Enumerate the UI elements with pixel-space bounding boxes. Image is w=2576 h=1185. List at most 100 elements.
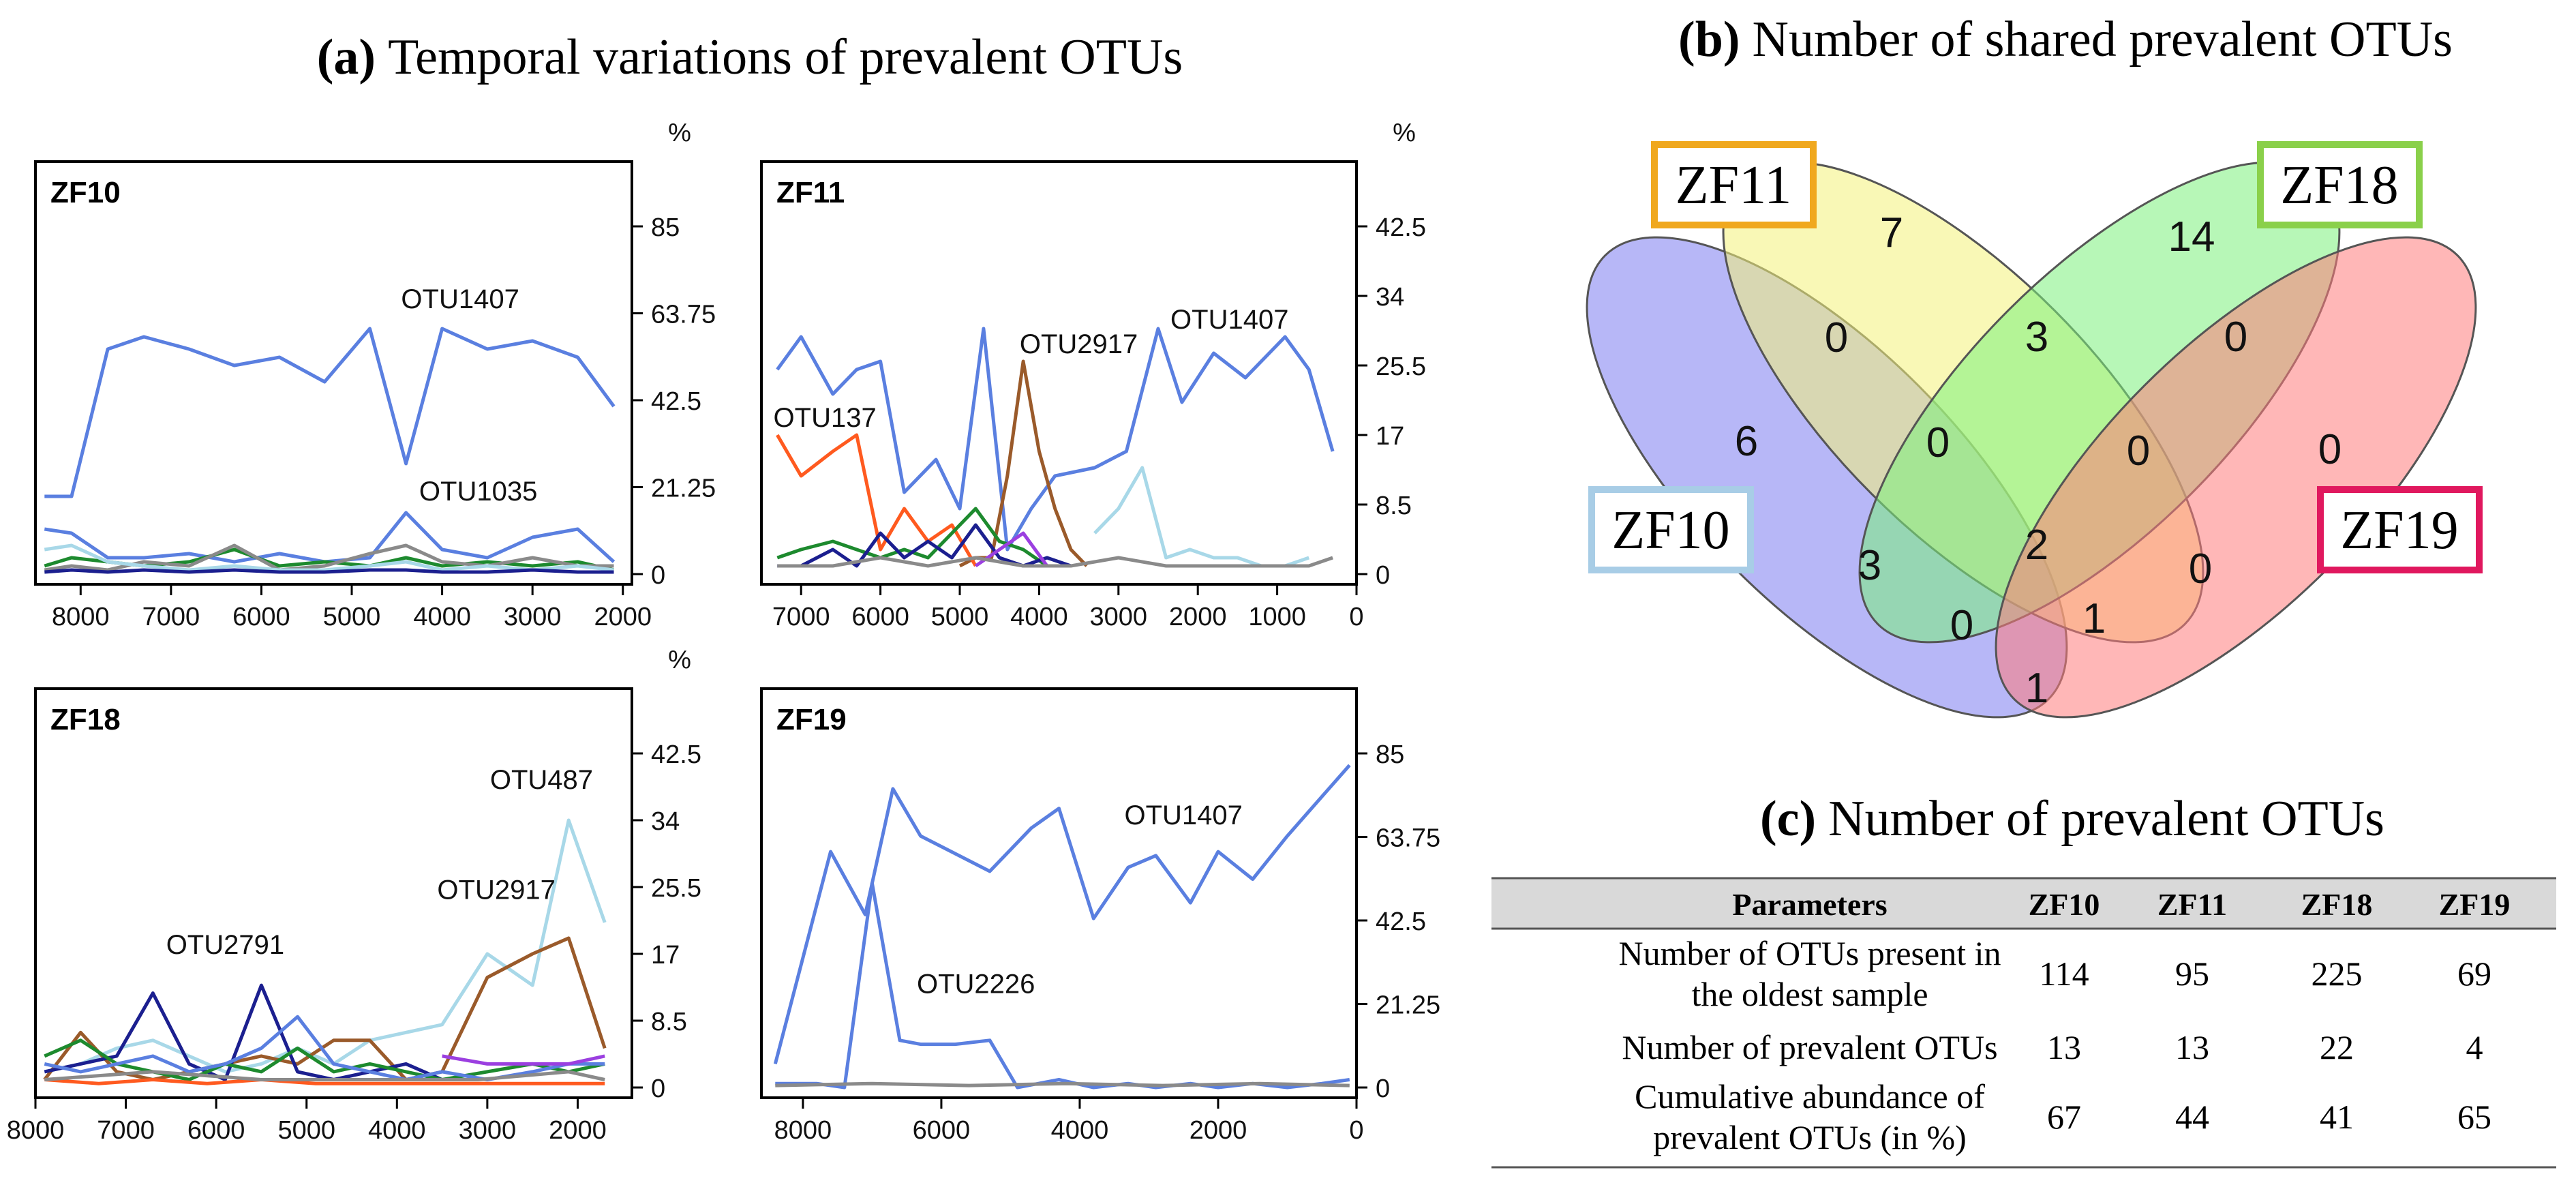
annotation-label: OTU2226: [917, 970, 1035, 1000]
x-tick-label: 6000: [851, 603, 909, 631]
chart-panel-zf11: ZF11 OTU2917 OTU1407 OTU137 0 8.5 17 25.5 34 42.5…: [760, 119, 1426, 631]
title-b: (b) Number of shared prevalent OTUs: [1678, 12, 2453, 68]
panel-title: ZF19: [776, 703, 847, 736]
x-tick-label: 3000: [1090, 603, 1148, 631]
series-line-lightblue: [44, 818, 607, 1074]
venn-count-zf10-only: 6: [1735, 418, 1758, 465]
annotation-label: OTU1407: [1170, 305, 1288, 335]
venn-diagram: 6 7 14 0 0 3 0 0 0 3 2 0 0 1 1 ZF11 ZF18…: [1586, 141, 2483, 719]
y-tick-label: 8.5: [1376, 492, 1412, 520]
y-tick-label: 42.5: [651, 387, 701, 416]
table-row3-zf18: 41: [2320, 1098, 2354, 1136]
y-tick-label: 17: [651, 941, 680, 970]
annotation-label: OTU1407: [1125, 800, 1243, 830]
y-tick-label: 8.5: [651, 1008, 687, 1036]
venn-count-zf10-zf18-zf19: 0: [1950, 602, 1973, 649]
series-line-gray: [44, 1070, 605, 1081]
panel-title: ZF10: [50, 176, 121, 209]
y-tick-label: 25.5: [651, 874, 701, 903]
venn-count-zf10-zf18: 3: [1858, 542, 1881, 589]
series-line-orange: [776, 433, 978, 567]
table-row2-zf11: 13: [2175, 1028, 2209, 1066]
x-tick-label: 2000: [549, 1116, 607, 1145]
venn-count-zf11-zf18: 3: [2025, 314, 2048, 361]
title-b-tag: (b): [1678, 12, 1740, 68]
venn-count-zf10-zf11-zf19: 1: [2082, 595, 2106, 642]
title-a-tag: (a): [317, 29, 376, 85]
x-tick-label: 8000: [7, 1116, 65, 1145]
table-header-zf19: ZF19: [2439, 887, 2511, 922]
x-tick-label: 2000: [594, 603, 652, 631]
table-row3-zf10: 67: [2047, 1098, 2081, 1136]
x-tick-label: 4000: [368, 1116, 426, 1145]
x-tick-label: 4000: [1051, 1116, 1109, 1145]
venn-label-zf19: ZF19: [2340, 500, 2458, 560]
panel-frame: [34, 687, 633, 1099]
venn-count-zf18-only: 14: [2168, 213, 2215, 260]
series-line-blue: [776, 327, 1335, 552]
x-tick-label: 6000: [232, 603, 290, 631]
y-tick-label: 0: [1376, 1075, 1390, 1103]
x-tick-label: 8000: [52, 603, 110, 631]
x-tick-label: 1000: [1248, 603, 1306, 631]
table-row2-zf19: 4: [2466, 1028, 2483, 1066]
y-tick-label: 34: [1376, 283, 1404, 312]
y-tick-label: 85: [651, 213, 680, 242]
x-tick-label: 5000: [323, 603, 381, 631]
table-row3-label-line2: prevalent OTUs (in %): [1653, 1118, 1967, 1156]
table-row3-zf11: 44: [2175, 1098, 2209, 1136]
annotation-label: OTU487: [490, 765, 593, 795]
x-tick-label: 8000: [774, 1116, 832, 1145]
series-line-blue: [44, 327, 616, 498]
table-row2-label: Number of prevalent OTUs: [1622, 1028, 1997, 1066]
series-line-orange: [44, 1078, 605, 1085]
y-tick-label: 0: [651, 561, 665, 590]
venn-label-box-zf10: [1588, 486, 1754, 573]
venn-count-zf10-zf11-zf18: 0: [1926, 419, 1950, 466]
venn-label-box-zf11: [1651, 141, 1817, 228]
series-line-purple: [442, 1054, 605, 1066]
x-tick-label: 4000: [1010, 603, 1068, 631]
y-tick-label: 17: [1376, 422, 1404, 451]
series-line-green: [44, 1038, 605, 1081]
table-header-parameters: Parameters: [1732, 887, 1887, 922]
venn-label-box-zf19: [2317, 486, 2483, 573]
x-tick-label: 3000: [504, 603, 562, 631]
title-b-text: Number of shared prevalent OTUs: [1753, 12, 2453, 68]
table-header-bg: [1491, 878, 2556, 929]
title-a: (a) Temporal variations of prevalent OTUs: [317, 29, 1183, 85]
venn-label-zf18: ZF18: [2280, 155, 2398, 215]
chart-panel-zf18: ZF18 OTU487 OTU2917 OTU2791 0 8.5 17 25.5 34 42.5…: [7, 646, 701, 1145]
x-tick-label: 7000: [772, 603, 830, 631]
x-tick-label: 5000: [931, 603, 989, 631]
y-tick-label: 21.25: [651, 475, 716, 503]
series-line-green: [776, 507, 1071, 568]
chart-panel-zf10: ZF10 OTU1407 OTU1035 0 21.25 42.5 63.75 85% 8000…: [34, 119, 716, 631]
table-row3-zf19: 65: [2457, 1098, 2491, 1136]
series-line-gray: [777, 556, 1333, 568]
venn-count-zf10-zf19: 1: [2025, 665, 2048, 712]
table-row1-zf10: 114: [2039, 955, 2089, 993]
x-tick-label: 2000: [1189, 1116, 1247, 1145]
y-tick-label: 0: [651, 1075, 665, 1103]
table-header-zf18: ZF18: [2301, 887, 2373, 922]
summary-table: Parameters ZF10 ZF11 ZF18 ZF19 Number of…: [1491, 877, 2556, 1169]
venn-count-zf11-zf18-zf19: 0: [2127, 427, 2150, 475]
venn-label-zf11: ZF11: [1676, 155, 1791, 215]
table-row1-zf11: 95: [2175, 955, 2209, 993]
venn-count-all: 2: [2025, 522, 2048, 569]
y-axis-label: %: [668, 119, 691, 147]
venn-count-zf18-zf19: 0: [2224, 314, 2247, 361]
series-line-navy: [44, 983, 443, 1081]
series-line-blue: [773, 764, 1351, 1065]
title-c: (c) Number of prevalent OTUs: [1760, 791, 2384, 847]
table-header-zf11: ZF11: [2157, 887, 2227, 922]
x-tick-label: 7000: [97, 1116, 155, 1145]
annotation-label: OTU1407: [401, 284, 519, 314]
panel-title: ZF11: [776, 176, 845, 209]
title-a-text: Temporal variations of prevalent OTUs: [388, 29, 1183, 85]
table-row1-zf19: 69: [2457, 955, 2491, 993]
y-tick-label: 0: [1376, 561, 1390, 590]
table-row1-label-line1: Number of OTUs present in: [1619, 934, 2001, 972]
